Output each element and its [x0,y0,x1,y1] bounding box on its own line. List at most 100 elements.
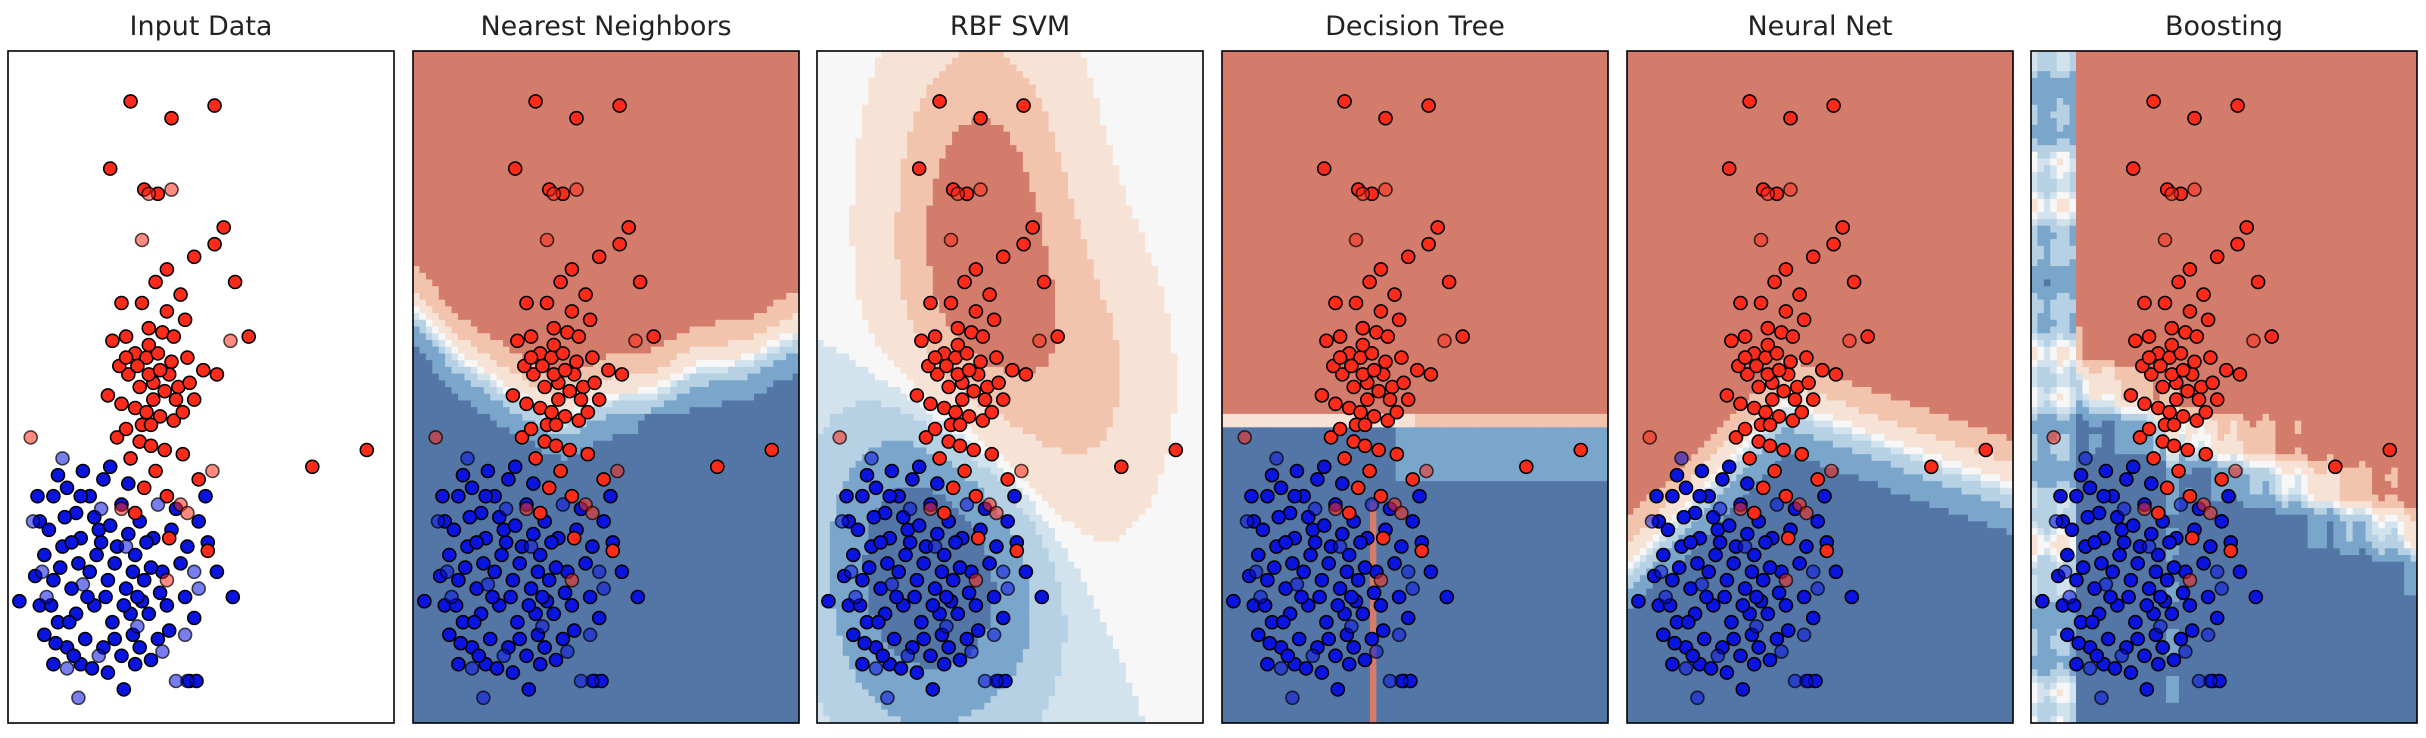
surface-cell [651,185,659,193]
surface-cell [419,77,427,86]
surface-cell [683,346,691,354]
surface-cell [683,185,691,193]
surface-cell [663,158,671,166]
surface-cell [515,487,523,496]
surface-cell [535,313,543,321]
surface-cell [606,460,614,469]
surface-cell [625,313,633,321]
surface-cell [586,481,594,489]
surface-cell [419,71,427,79]
surface-cell [651,64,659,72]
surface-cell [606,111,614,119]
surface-cell [625,118,633,126]
surface-cell [522,131,530,139]
surface-cell [651,689,659,697]
surface-cell [567,98,575,106]
surface-cell [548,662,556,670]
surface-cell [509,447,517,455]
surface-cell [458,447,466,455]
surface-cell [573,145,581,153]
surface-cell [509,440,517,449]
surface-cell [413,84,421,92]
surface-cell [535,266,543,274]
surface-cell [445,696,453,704]
surface-cell [451,541,459,549]
surface-cell [503,326,511,334]
surface-cell [696,420,704,428]
surface-cell [657,675,665,684]
surface-cell [618,494,626,502]
surface-cell [522,64,530,72]
surface-cell [644,447,652,455]
surface-cell [438,111,446,119]
surface-cell [477,675,485,684]
surface-cell [535,447,543,455]
surface-cell [560,212,568,220]
surface-cell [535,185,543,193]
surface-cell [413,407,421,415]
surface-cell [696,158,704,166]
surface-cell [689,299,697,307]
surface-cell [683,628,691,637]
surface-cell [638,131,646,139]
surface-cell [451,716,459,724]
surface-cell [477,501,485,509]
surface-cell [638,541,646,549]
surface-cell [515,474,523,482]
surface-cell [663,521,671,529]
surface-cell [528,64,536,72]
surface-cell [445,346,453,354]
surface-cell [451,104,459,113]
surface-cell [477,440,485,449]
surface-cell [490,420,498,428]
surface-cell [470,635,478,643]
surface-cell [599,360,607,368]
surface-cell [676,561,684,570]
surface-cell [683,487,691,496]
surface-cell [657,420,665,428]
surface-cell [451,696,459,704]
surface-cell [625,245,633,254]
surface-cell [696,528,704,536]
surface-cell [606,319,614,328]
surface-cell [509,413,517,422]
surface-cell [696,380,704,388]
surface-cell [413,602,421,610]
surface-cell [702,98,710,106]
train-point-blue [46,656,61,672]
surface-cell [425,225,433,234]
surface-cell [541,279,549,287]
surface-cell [625,487,633,496]
surface-cell [535,581,543,590]
train-point-blue [114,648,129,664]
surface-cell [560,239,568,247]
surface-cell [413,434,421,442]
surface-cell [458,212,466,220]
surface-cell [483,225,491,234]
surface-cell [425,131,433,139]
surface-cell [683,131,691,139]
surface-cell [432,333,440,341]
surface-cell [560,575,568,583]
surface-cell [702,319,710,328]
surface-cell [586,245,594,254]
surface-cell [496,266,504,274]
surface-cell [670,494,678,502]
surface-cell [496,131,504,139]
surface-cell [644,434,652,442]
surface-cell [670,158,678,166]
surface-cell [470,460,478,469]
surface-cell [560,77,568,86]
surface-cell [483,306,491,314]
surface-cell [625,454,633,462]
surface-cell [438,366,446,375]
surface-cell [496,151,504,160]
surface-cell [419,319,427,328]
surface-cell [638,326,646,334]
surface-cell [528,555,536,563]
surface-cell [503,568,511,576]
surface-cell [689,487,697,496]
surface-cell [702,158,710,166]
surface-cell [509,198,517,207]
surface-cell [522,266,530,274]
